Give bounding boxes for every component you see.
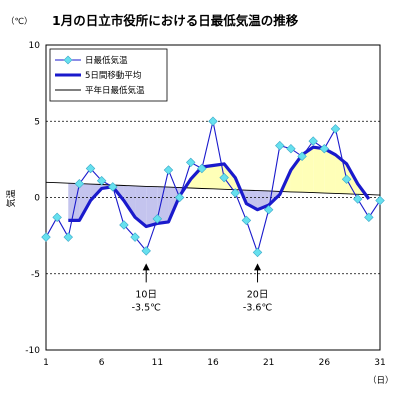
warm-shade-segment — [313, 147, 325, 194]
daily-min-marker — [286, 143, 296, 154]
daily-min-marker — [275, 140, 285, 151]
daily-min-marker — [141, 246, 151, 256]
daily-min-marker — [119, 220, 129, 230]
daily-min-marker — [353, 194, 363, 204]
daily-min-marker — [186, 157, 196, 168]
warm-shade-segment — [302, 147, 314, 193]
daily-min-marker — [197, 163, 207, 174]
chart-title: 1月の日立市役所における日最低気温の推移 — [52, 13, 299, 28]
legend-diamond-icon — [63, 55, 73, 65]
daily-min-marker — [230, 188, 240, 198]
x-tick-labels: 1 6 11 16 21 26 31 — [43, 358, 386, 368]
y-tick-label: -5 — [31, 270, 40, 280]
daily-min-marker — [41, 232, 51, 242]
daily-min-marker — [330, 124, 341, 134]
cold-shade-segment — [157, 186, 169, 224]
daily-min-marker — [85, 163, 96, 174]
daily-min-marker — [208, 116, 218, 126]
daily-min-marker — [308, 136, 318, 146]
daily-min-marker — [252, 247, 263, 258]
y-tick-label: 10 — [29, 41, 41, 51]
warm-shade-segment — [213, 163, 225, 190]
daily-min-marker — [241, 215, 252, 226]
daily-min-marker — [375, 195, 385, 206]
annotations: 10日 -3.5℃ 20日 -3.6℃ — [132, 263, 273, 313]
daily-min-marker — [219, 172, 229, 183]
annotation-date: 10日 — [135, 289, 157, 300]
x-tick-label: 6 — [99, 358, 105, 368]
legend: 日最低気温 5日間移動平均 平年日最低気温 — [49, 48, 168, 102]
annotation-arrow-head — [254, 263, 262, 271]
daily-min-marker — [263, 204, 274, 215]
y-axis-label: 気温 — [5, 189, 17, 207]
daily-min-marker — [63, 232, 73, 242]
deviation-shading — [68, 147, 369, 227]
cold-shade-segment — [68, 183, 80, 221]
daily-min-marker — [319, 143, 330, 154]
x-tick-label: 11 — [152, 358, 163, 368]
legend-label-normal: 平年日最低気温 — [85, 85, 145, 96]
daily-min-marker — [364, 212, 374, 223]
daily-min-marker — [74, 179, 85, 189]
moving-average-line — [68, 145, 371, 229]
x-tick-label: 26 — [319, 358, 331, 368]
daily-min-marker — [52, 212, 62, 223]
legend-label-moving-avg: 5日間移動平均 — [85, 70, 141, 81]
y-unit-label: （℃） — [6, 16, 33, 27]
y-tick-labels: 10 5 0 -5 -10 — [25, 41, 40, 356]
warm-shade-segment — [224, 163, 236, 190]
cold-shade-segment — [135, 185, 147, 227]
grid-lines — [46, 120, 380, 275]
warm-shade-segment — [324, 148, 336, 194]
daily-min-marker — [152, 214, 163, 224]
x-tick-label: 31 — [374, 358, 385, 368]
y-tick-label: 5 — [34, 117, 40, 127]
x-unit-label: （日） — [368, 375, 394, 386]
x-tick-label: 21 — [263, 358, 274, 368]
annotation-arrow-head — [142, 263, 150, 271]
y-tick-label: 0 — [34, 194, 40, 204]
cold-shade-segment — [146, 186, 158, 227]
x-tick-label: 1 — [43, 358, 49, 368]
daily-min-marker — [174, 192, 185, 203]
daily-min-marker — [341, 174, 352, 184]
daily-min-markers — [41, 116, 385, 258]
daily-min-marker — [96, 176, 107, 186]
daily-min-marker — [163, 165, 174, 175]
x-tick-label: 16 — [207, 358, 219, 368]
cold-shade-segment — [79, 183, 91, 221]
daily-min-marker — [130, 232, 140, 242]
y-tick-label: -10 — [25, 346, 40, 356]
annotation-date: 20日 — [247, 289, 269, 300]
annotation-value: -3.5℃ — [132, 302, 162, 313]
cold-shade-segment — [123, 185, 136, 218]
daily-min-marker — [297, 151, 307, 162]
warm-shade-segment — [201, 165, 213, 189]
warm-shade-segment — [290, 154, 303, 193]
legend-label-daily-min: 日最低気温 — [85, 55, 128, 66]
daily-min-marker — [108, 182, 118, 192]
annotation-value: -3.6℃ — [243, 302, 273, 313]
